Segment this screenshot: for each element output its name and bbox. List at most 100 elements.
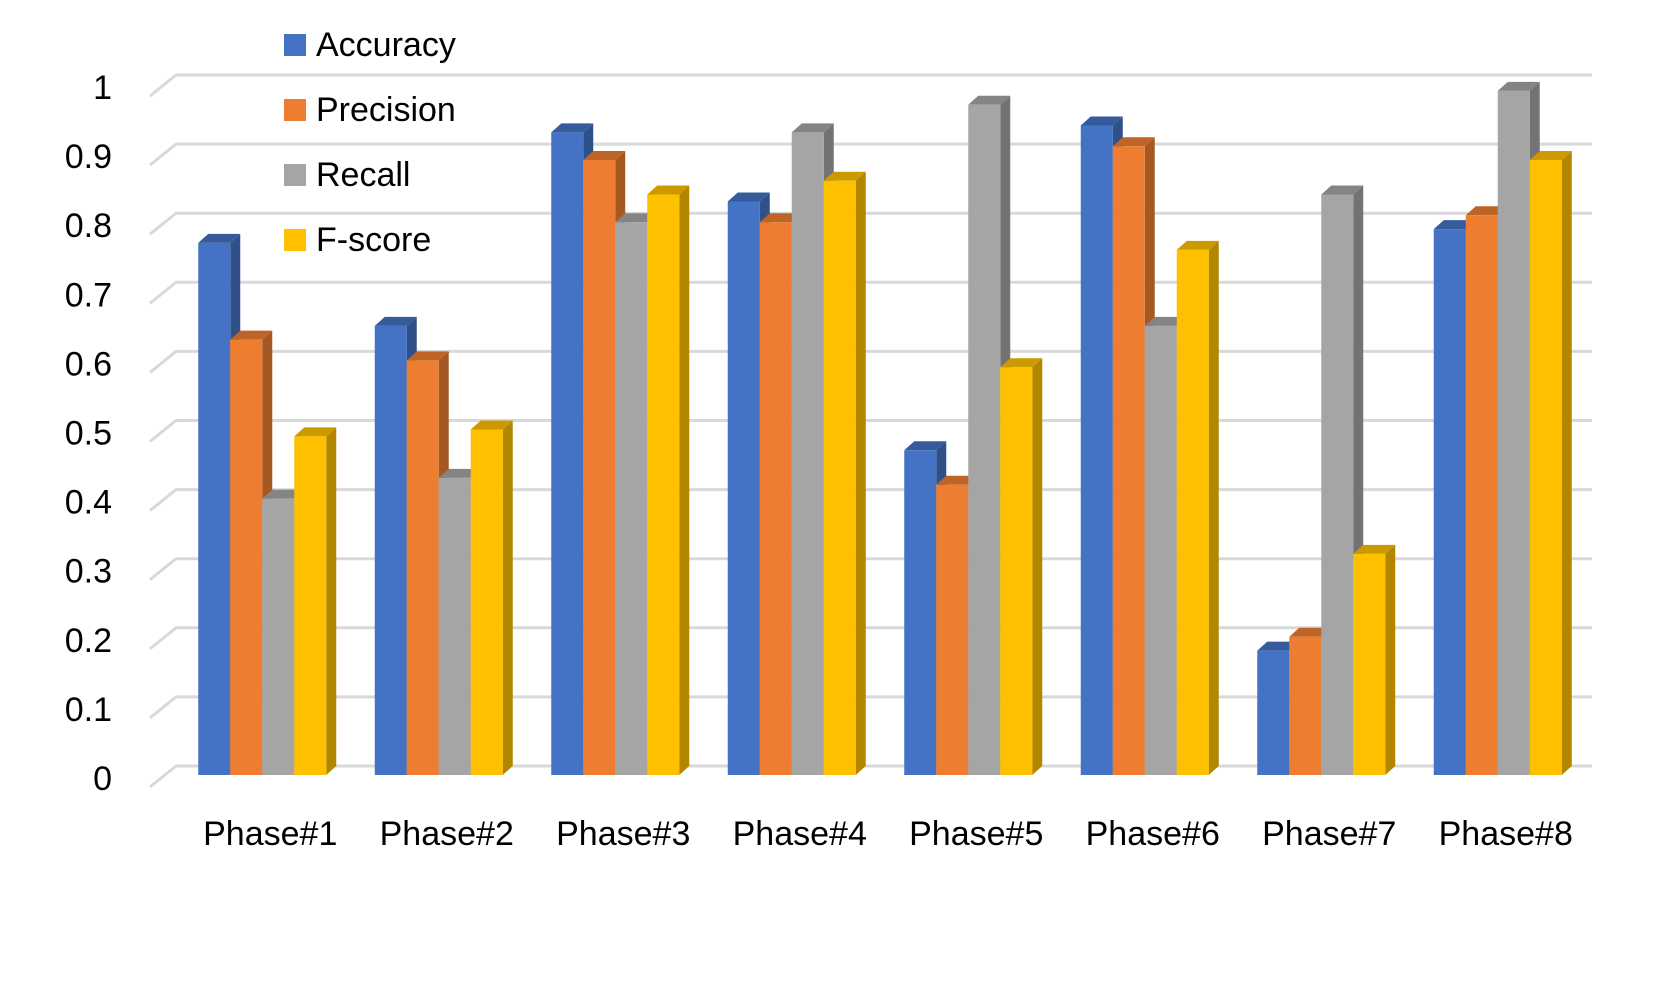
bar-face [823,171,866,181]
bar-face [1112,146,1145,775]
legend-swatch [284,34,306,56]
y-tick-label: 0.6 [65,345,112,383]
bar-face [1144,316,1187,326]
bar-face [1000,367,1033,775]
legend-label: F-score [316,221,431,259]
bar-face [1433,220,1476,230]
y-tick-label: 0.8 [65,207,112,245]
x-tick-label: Phase#3 [556,815,690,853]
bar-face [502,420,513,775]
x-tick-label: Phase#6 [1086,815,1220,853]
bar [294,427,337,775]
bar-face [551,123,594,133]
grid-line [149,488,1592,512]
bar-face [647,194,680,775]
bar-face [1112,137,1155,147]
bar-face [583,151,626,161]
y-tick-label: 0.7 [65,276,112,314]
bar-face [936,484,969,775]
bar-face [679,185,690,775]
x-tick-label: Phase#8 [1439,815,1573,853]
bar-face [1289,636,1322,775]
bar-face [855,171,866,776]
bar-face [791,123,834,133]
bar-face [470,429,503,775]
y-tick-label: 0.2 [65,622,112,660]
y-tick-label: 0.1 [65,691,112,729]
bar-face [1465,206,1508,216]
bar-face [1176,240,1219,250]
bar-face [551,132,584,775]
bar-face [727,201,760,776]
bar-face [759,213,802,223]
bar [1176,240,1219,776]
bar-face [823,180,856,776]
bar [1529,151,1572,775]
x-tick-label: Phase#7 [1262,815,1396,853]
bar-face [230,339,263,775]
bar-face [615,213,658,223]
bar-face [1529,151,1572,161]
bar-face [727,192,770,202]
bar-face [968,95,1011,105]
bar-face [1176,249,1209,776]
bar-face [1257,641,1300,651]
bar-face [438,468,481,478]
bar-face [374,316,417,326]
bar-face [374,325,407,775]
grid-line [149,73,1592,98]
bar-face [1497,81,1540,91]
y-tick-label: 0.3 [65,553,112,591]
bar [1000,358,1043,775]
grid-line [149,419,1592,443]
bar-face [294,427,337,437]
bar [823,171,866,776]
bar-face [968,104,1001,776]
bar-face [1353,544,1396,554]
bar-face [1208,240,1219,776]
bar-face [406,360,439,775]
legend-label: Accuracy [316,26,456,64]
bar-face [198,242,231,775]
x-tick-label: Phase#5 [909,815,1043,853]
bar-face [1144,325,1177,775]
bar-face [904,450,937,775]
bar-face [1529,160,1562,775]
bar-face [1080,116,1123,126]
bar-face [647,185,690,195]
x-tick-label: Phase#1 [203,815,337,853]
bar-face [262,489,305,499]
legend-swatch [284,164,306,186]
bar-face [1465,215,1498,776]
legend-swatch [284,99,306,121]
bar-face [1321,194,1354,775]
bar-face [791,132,824,775]
bar-face [759,222,792,775]
bar [470,420,513,775]
bar-face [1289,627,1332,637]
bar-face [1385,544,1396,775]
bar-face [583,160,616,775]
bar-face [326,427,337,775]
bar-face [406,351,449,361]
bar-face [1000,358,1043,368]
y-tick-label: 0.4 [65,484,112,522]
bar [647,185,690,775]
bar-face [470,420,513,430]
y-tick-label: 1 [93,69,112,107]
grid-line [149,280,1592,305]
legend-label: Precision [316,91,456,129]
bar-face [1497,90,1530,775]
bar-face [1032,358,1043,775]
bar-face [1321,185,1364,195]
bar [1353,544,1396,775]
bar-face [904,441,947,451]
legend-label: Recall [316,156,410,194]
bar-face [438,477,471,775]
bar-face [1561,151,1572,775]
bar-face [1433,229,1466,776]
bar-face [198,233,241,243]
bar-face [1353,553,1386,775]
bar-face [230,330,273,340]
